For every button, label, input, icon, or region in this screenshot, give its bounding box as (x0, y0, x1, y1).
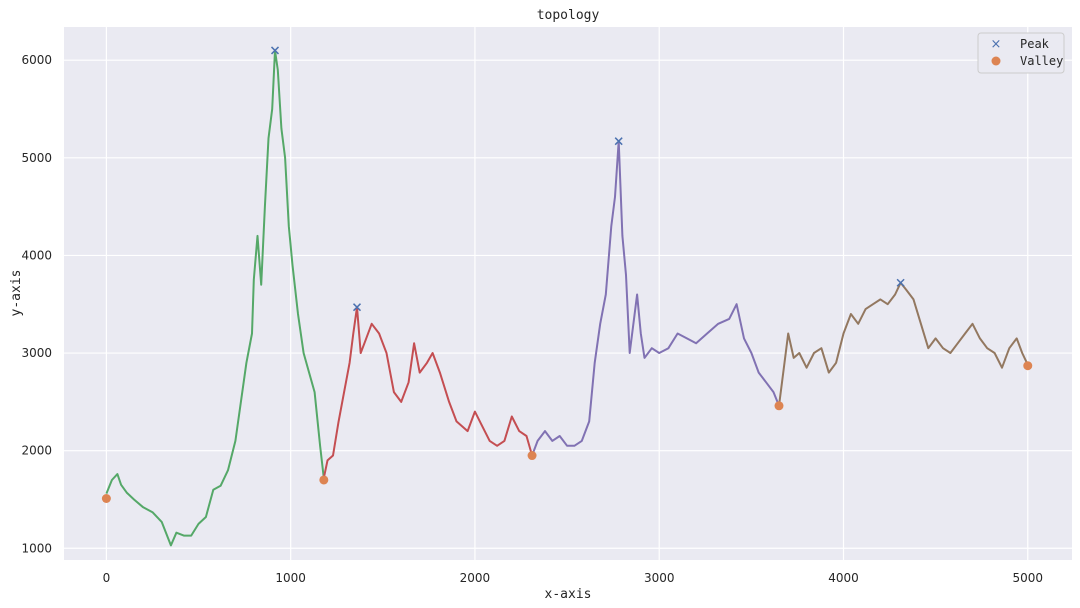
peak-marker (896, 278, 905, 287)
x-tick-labels: 0 1000 2000 3000 4000 5000 (103, 571, 1043, 585)
peak-marker (614, 137, 623, 146)
peak-marker (352, 303, 362, 312)
valley-marker (101, 494, 111, 503)
y-tick-labels: 1000 2000 3000 4000 5000 6000 (21, 53, 52, 555)
x-tick-label: 1000 (275, 571, 306, 585)
valley-marker (774, 401, 784, 411)
legend-peak-marker: × (991, 37, 1002, 52)
legend-peak-label: Peak (1020, 37, 1050, 51)
y-tick-label: 2000 (21, 444, 52, 458)
valley-marker (1023, 361, 1033, 371)
peak-marker (270, 46, 280, 55)
x-tick-label: 4000 (828, 571, 859, 585)
peak-valley-markers (101, 46, 1033, 503)
grid-lines (64, 27, 1072, 560)
chart-title: topology (537, 8, 600, 23)
valley-marker (527, 451, 537, 461)
legend: × Peak Valley (977, 32, 1065, 74)
x-tick-label: 2000 (460, 571, 491, 585)
legend-valley-label: Valley (1020, 54, 1063, 68)
y-tick-label: 4000 (21, 248, 52, 262)
plot-background (64, 27, 1072, 560)
legend-valley-marker (991, 56, 1001, 66)
x-tick-label: 5000 (1012, 571, 1043, 585)
series-line-1 (105, 49, 325, 547)
y-axis-label: y-axis (9, 270, 24, 317)
series-line-2 (322, 306, 534, 479)
valley-marker (319, 475, 329, 485)
y-tick-label: 6000 (21, 53, 52, 67)
x-axis-label: x-axis (545, 587, 592, 602)
y-tick-label: 5000 (21, 151, 52, 165)
series-line-3 (531, 140, 780, 456)
y-tick-label: 1000 (21, 541, 52, 555)
x-tick-label: 0 (103, 571, 111, 585)
x-tick-label: 3000 (644, 571, 675, 585)
y-tick-label: 3000 (21, 346, 52, 360)
